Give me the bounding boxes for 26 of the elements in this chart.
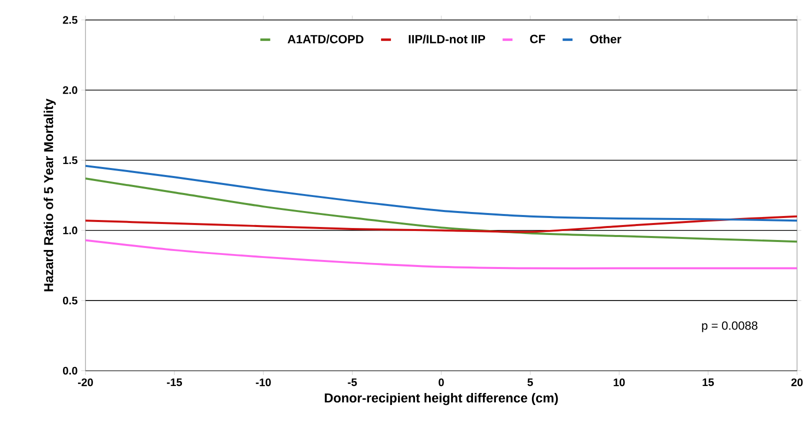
legend-label: CF [530,35,546,44]
x-tick-label: 0 [438,378,444,386]
y-tick-label: 1.0 [63,226,78,235]
line-series [85,239,798,270]
x-axis-title: Donor-recipient height difference (cm) [324,393,558,406]
y-axis-title: Hazard Ratio of 5 Year Mortality [44,98,56,292]
y-tick-label: 2.5 [62,16,78,24]
y-tick-label: 0.5 [62,296,78,305]
x-tick-label: 5 [528,378,533,386]
legend-label: IIP/ILD-not IIP [408,34,486,44]
y-tick-label: 2.0 [62,86,78,94]
x-tick-label: 10 [614,378,625,386]
y-tick-label: 0.0 [62,367,78,375]
x-tick-label: -15 [166,378,182,386]
line-series [85,216,798,234]
legend-label: A1ATD/COPD [288,34,364,44]
y-tick-label: 1.5 [63,156,78,164]
x-tick-label: 20 [791,378,803,386]
x-tick-label: -5 [348,378,357,386]
legend-label: Other [590,34,622,44]
line-series [85,165,798,222]
x-tick-label: 15 [702,378,714,386]
x-tick-label: -20 [78,378,93,386]
x-tick-label: -10 [256,378,271,386]
line-series [85,178,798,243]
annotation: p = 0.0088 [702,322,758,332]
